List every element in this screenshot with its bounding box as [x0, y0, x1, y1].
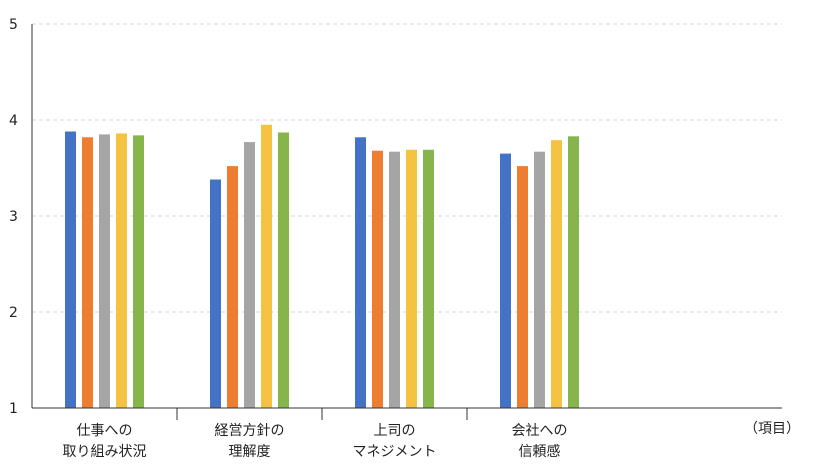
bar [551, 140, 562, 408]
bar [534, 151, 545, 408]
bar [82, 137, 93, 408]
y-tick-label: 3 [9, 209, 18, 225]
category-label: 上司の [374, 423, 416, 439]
bars [65, 124, 579, 409]
y-tick-label: 2 [9, 305, 18, 321]
category-label: 取り組み状況 [63, 444, 147, 460]
bar [261, 124, 272, 409]
bar [133, 135, 144, 409]
bar [244, 142, 255, 408]
y-tick-label: 1 [9, 401, 18, 417]
y-tick-label: 5 [9, 17, 18, 33]
bar [389, 151, 400, 408]
bar [99, 134, 110, 408]
bar [423, 149, 434, 408]
bar [568, 136, 579, 408]
axes [31, 24, 782, 420]
bar [116, 133, 127, 408]
bar [278, 132, 289, 409]
bar [517, 166, 528, 408]
y-tick-label: 4 [9, 113, 18, 129]
bar [406, 149, 417, 408]
bar [355, 137, 366, 408]
bar [65, 131, 76, 408]
x-axis-unit-label: （項目） [744, 421, 800, 437]
bar [227, 166, 238, 408]
category-label: 経営方針の [215, 423, 285, 439]
bar [210, 179, 221, 408]
category-label: 会社への [512, 423, 568, 439]
category-label: 理解度 [229, 444, 271, 460]
bar [500, 153, 511, 408]
category-label: マネジメント [353, 444, 437, 460]
bar [372, 150, 383, 408]
category-label: 信頼感 [519, 443, 561, 460]
category-label: 仕事への [77, 423, 133, 439]
